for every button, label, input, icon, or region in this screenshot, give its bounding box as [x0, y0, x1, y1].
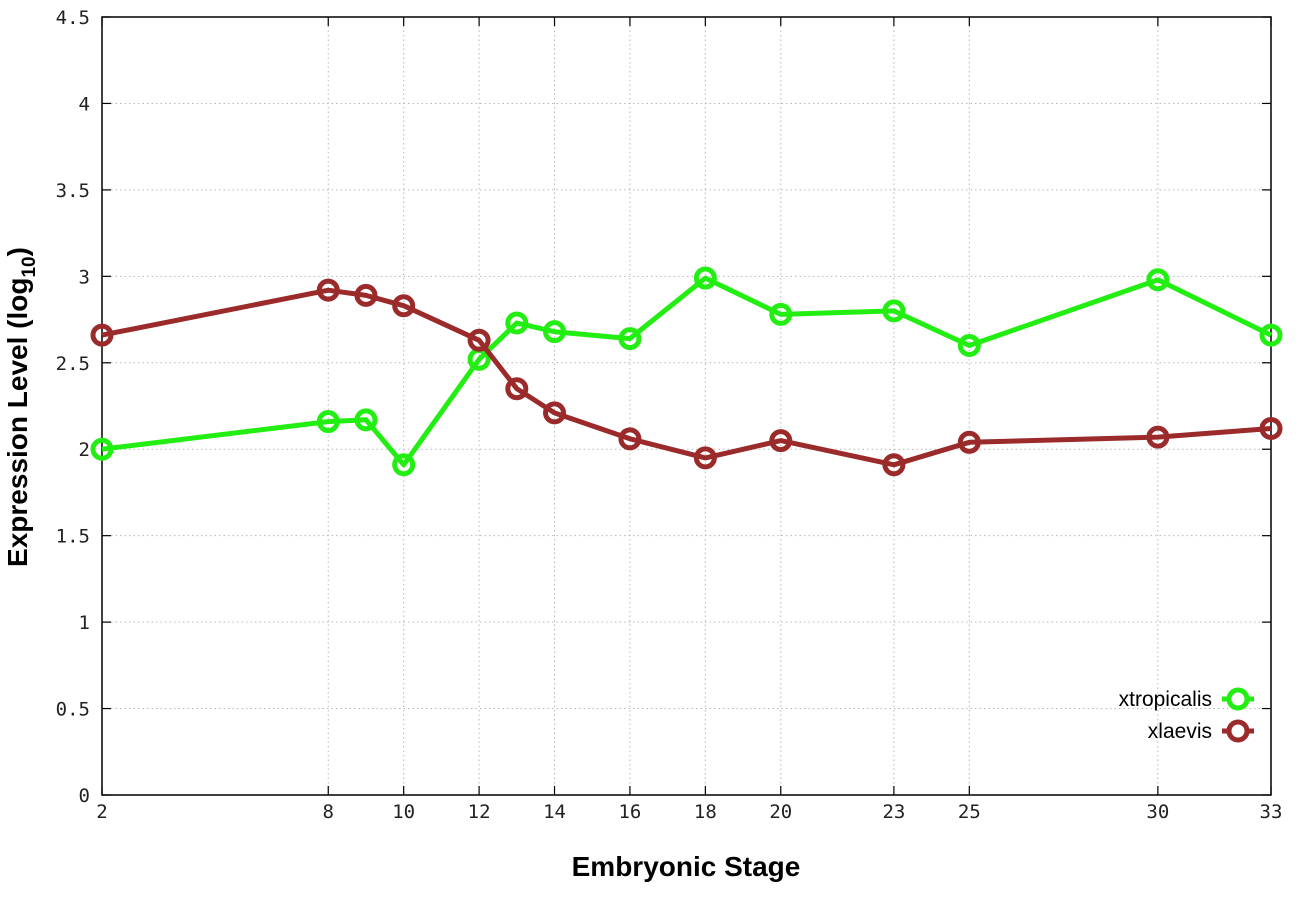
data-point-xtropicalis [90, 437, 114, 461]
x-tick-label: 10 [392, 801, 415, 823]
data-point-xlaevis [1146, 425, 1170, 449]
data-point-xlaevis [505, 377, 529, 401]
data-point-xtropicalis [316, 410, 340, 434]
legend-label: xlaevis [1148, 720, 1212, 743]
data-point-xtropicalis [392, 453, 416, 477]
series-xtropicalis [90, 266, 1283, 477]
legend-marker-swatch [1226, 687, 1250, 711]
y-tick-label: 0 [79, 785, 90, 807]
data-point-xlaevis [882, 453, 906, 477]
y-tick-label: 3 [79, 266, 90, 288]
data-point-xlaevis [693, 446, 717, 470]
series-xlaevis [90, 278, 1283, 477]
y-axis-title: Expression Level (log10) [2, 247, 40, 567]
y-tick-label: 1 [79, 612, 90, 634]
y-tick-label: 2.5 [56, 353, 90, 375]
plot-frame [101, 16, 1272, 796]
x-tick-label: 18 [694, 801, 717, 823]
data-point-xtropicalis [693, 266, 717, 290]
data-point-xlaevis [316, 278, 340, 302]
data-point-xtropicalis [354, 408, 378, 432]
data-point-xlaevis [1259, 416, 1283, 440]
x-tick-label: 30 [1146, 801, 1169, 823]
legend-item-xtropicalis: xtropicalis [1119, 687, 1254, 711]
data-point-xlaevis [392, 294, 416, 318]
x-tick-label: 12 [468, 801, 491, 823]
x-tick-label: 8 [323, 801, 334, 823]
data-point-xtropicalis [882, 299, 906, 323]
data-point-xtropicalis [1259, 323, 1283, 347]
x-tick-label: 20 [769, 801, 792, 823]
y-tick-label: 2 [79, 439, 90, 461]
x-axis-title: Embryonic Stage [572, 851, 801, 882]
y-tick-label: 4.5 [56, 7, 90, 29]
data-point-xlaevis [467, 328, 491, 352]
x-tick-label: 16 [618, 801, 641, 823]
data-point-xtropicalis [769, 302, 793, 326]
data-point-xtropicalis [957, 333, 981, 357]
y-tick-label: 3.5 [56, 180, 90, 202]
y-axis-title-main: Expression Level (log [2, 278, 33, 567]
legend-item-xlaevis: xlaevis [1148, 719, 1254, 743]
data-point-xtropicalis [467, 347, 491, 371]
data-point-xtropicalis [618, 327, 642, 351]
y-axis-title-close: ) [2, 247, 33, 256]
y-axis-title-subscript: 10 [19, 256, 40, 277]
y-tick-label: 0.5 [56, 699, 90, 721]
x-tick-label: 14 [543, 801, 566, 823]
data-point-xlaevis [957, 430, 981, 454]
data-point-xtropicalis [543, 320, 567, 344]
data-point-xlaevis [769, 429, 793, 453]
series-line-xlaevis [101, 287, 1272, 468]
grid-lines [102, 17, 1271, 795]
series-layer [90, 266, 1283, 477]
x-tick-label: 33 [1260, 801, 1283, 823]
axis-ticks: 0 0.5 1 1.5 2 2.5 3 3.5 4 4.5 2 8 10 12 14 16 18 20 23 25 30… [56, 7, 1283, 823]
legend-marker-swatch [1226, 719, 1250, 743]
data-point-xtropicalis [1146, 268, 1170, 292]
data-point-xlaevis [90, 323, 114, 347]
data-point-xlaevis [618, 427, 642, 451]
x-tick-label: 23 [882, 801, 905, 823]
data-point-xlaevis [543, 401, 567, 425]
y-tick-label: 1.5 [56, 526, 90, 548]
x-tick-label: 2 [96, 801, 107, 823]
legend-label: xtropicalis [1119, 688, 1212, 711]
y-tick-label: 4 [79, 93, 90, 115]
x-tick-label: 25 [958, 801, 981, 823]
data-point-xlaevis [354, 283, 378, 307]
legend: xtropicalis xlaevis [1119, 687, 1254, 743]
data-point-xtropicalis [505, 311, 529, 335]
